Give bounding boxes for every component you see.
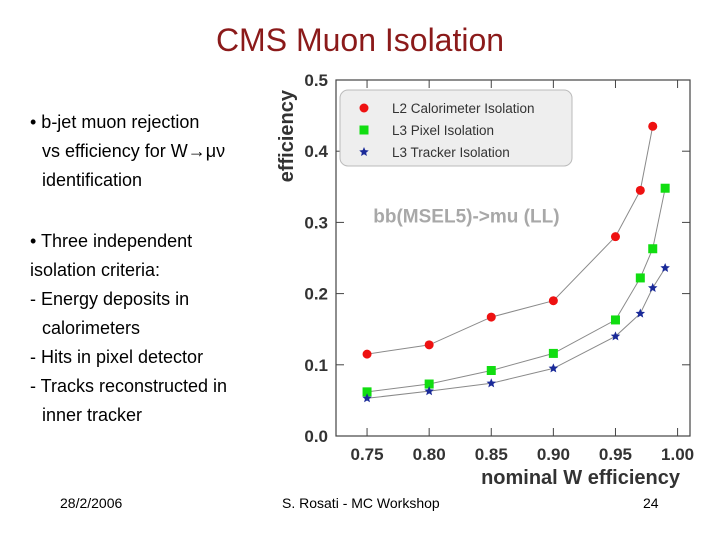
data-point — [610, 315, 620, 325]
legend-label: L3 Tracker Isolation — [392, 145, 510, 160]
y-tick-label: 0.4 — [304, 142, 328, 161]
footer-date: 28/2/2006 — [60, 495, 123, 511]
data-point — [548, 348, 558, 358]
legend-marker — [359, 125, 369, 135]
series-line — [367, 267, 666, 399]
y-tick-label: 0.5 — [304, 71, 328, 90]
bullet-text: inner tracker — [42, 405, 143, 425]
x-tick-label: 0.80 — [413, 445, 446, 464]
x-tick-label: 0.90 — [537, 445, 570, 464]
y-tick-label: 0.2 — [304, 285, 328, 304]
data-point — [610, 331, 621, 341]
y-tick-label: 0.1 — [304, 356, 328, 375]
data-point — [648, 121, 658, 131]
slide-title: CMS Muon Isolation — [215, 22, 505, 58]
legend-label: L3 Pixel Isolation — [392, 123, 494, 138]
x-tick-label: 1.00 — [661, 445, 694, 464]
y-tick-label: 0.3 — [304, 213, 328, 232]
footer-page-number: 24 — [643, 495, 659, 511]
bullet-text: - Tracks reconstructed in — [30, 376, 228, 396]
data-point — [635, 273, 645, 283]
bullet-text: • Three independent — [30, 231, 193, 251]
data-point — [548, 296, 558, 306]
data-point — [660, 262, 670, 273]
data-point — [362, 349, 372, 359]
bullet-text: - Energy deposits in — [30, 289, 190, 309]
bullet-text: vs efficiency for W→μν — [42, 141, 226, 161]
data-point — [548, 363, 559, 373]
footer-center: S. Rosati - MC Workshop — [282, 495, 440, 511]
bullet-text: identification — [42, 170, 143, 190]
x-axis-label: nominal W efficiency — [481, 467, 681, 489]
data-point — [486, 312, 496, 322]
data-point — [660, 183, 670, 193]
y-axis-label: efficiency — [276, 89, 298, 182]
x-tick-label: 0.85 — [475, 445, 508, 464]
x-tick-label: 0.95 — [599, 445, 632, 464]
data-point — [648, 244, 658, 254]
data-point — [486, 365, 496, 375]
bullet-text: isolation criteria: — [30, 260, 161, 280]
data-point — [424, 386, 434, 396]
data-point — [424, 340, 434, 350]
chart-svg: 0.0 0.1 0.2 0.3 0.4 0.5 0.75 0.80 0.85 0.90 0.95 1.… — [276, 71, 694, 489]
chart-annotation: bb(MSEL5)->mu (LL) — [373, 206, 559, 227]
x-tick-label: 0.75 — [351, 445, 384, 464]
bullet-text: calorimeters — [42, 318, 141, 338]
bullet-list: • b-jet muon rejection vs efficiency for… — [30, 108, 270, 430]
data-point — [610, 232, 620, 242]
legend-marker — [359, 147, 369, 157]
data-point — [635, 185, 645, 195]
bullet-text: - Hits in pixel detector — [30, 347, 204, 367]
data-point — [635, 308, 646, 318]
efficiency-chart: 0.0 0.1 0.2 0.3 0.4 0.5 0.75 0.80 0.85 0.90 0.95 1.… — [266, 66, 720, 494]
data-point — [424, 379, 434, 389]
data-point — [486, 378, 497, 388]
data-point — [647, 282, 658, 292]
legend-marker — [359, 103, 369, 113]
y-tick-label: 0.0 — [304, 427, 328, 446]
series-line — [367, 188, 666, 393]
data-point — [362, 393, 372, 403]
bullet-text: • b-jet muon rejection — [30, 112, 200, 132]
legend-box — [339, 89, 573, 167]
data-point — [362, 387, 372, 397]
legend-label: L2 Calorimeter Isolation — [392, 101, 535, 116]
